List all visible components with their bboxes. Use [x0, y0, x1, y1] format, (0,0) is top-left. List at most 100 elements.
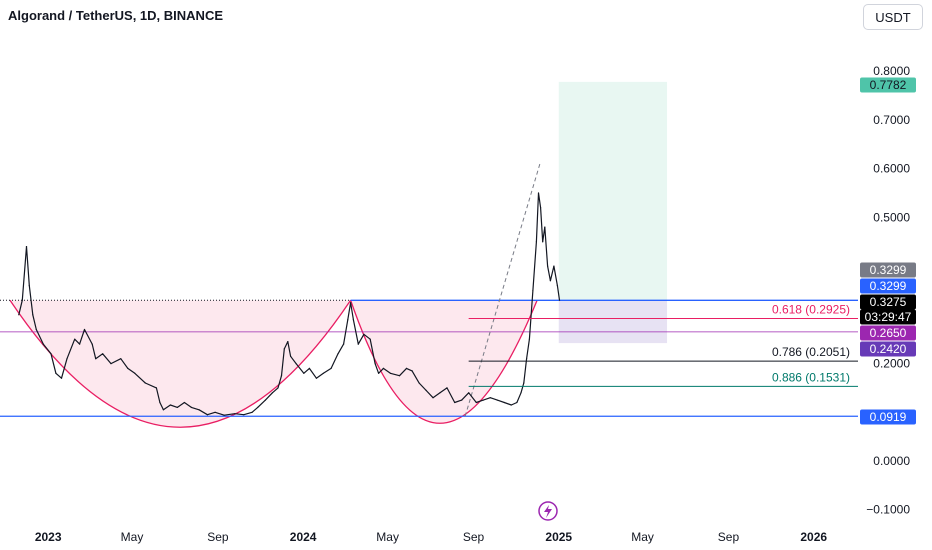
price-point [214, 411, 216, 413]
price-point [330, 367, 332, 369]
price-badge [860, 341, 916, 357]
price-point [382, 367, 384, 369]
price-point [264, 399, 266, 401]
price-badge-label: 0.3299 [870, 279, 907, 293]
price-point [528, 338, 531, 340]
price-point [257, 406, 259, 408]
price-point [369, 338, 371, 340]
price-point [144, 382, 146, 384]
price-point [134, 372, 136, 374]
price-point [389, 372, 391, 374]
price-badge-label: 0.7782 [870, 78, 907, 92]
price-badge-label: 0.3275 [870, 295, 907, 309]
price-point [357, 343, 359, 345]
price-point [322, 372, 324, 374]
stop-zone [558, 300, 668, 344]
y-tick-label: 0.6000 [873, 162, 910, 176]
price-badge [860, 294, 916, 310]
price-badge-label: 0.2650 [870, 326, 907, 340]
price-series [18, 192, 561, 416]
price-point [295, 363, 297, 365]
price-point [516, 401, 518, 404]
price-point [439, 392, 441, 394]
price-point [347, 319, 349, 321]
price-point [411, 370, 413, 372]
position-zones [558, 81, 668, 344]
price-badge [860, 325, 916, 341]
x-tick-label: 2025 [545, 530, 572, 544]
price-point [110, 363, 112, 365]
price-point [537, 192, 540, 194]
x-tick-label: Sep [463, 530, 485, 544]
fib-label: 0.618 (0.2925) [772, 302, 850, 316]
x-tick-label: Sep [207, 530, 229, 544]
price-point [454, 401, 456, 404]
price-point [425, 389, 427, 391]
price-point [468, 392, 470, 394]
price-point [461, 399, 463, 401]
price-badge [860, 278, 916, 294]
x-tick-label: 2024 [290, 530, 317, 544]
price-badge [860, 409, 916, 425]
fib-levels: 0.618 (0.2925) 0.786 (0.2051) 0.886 (0.153… [468, 302, 858, 387]
price-point [290, 355, 292, 357]
price-point [287, 341, 289, 343]
fib-label: 0.886 (0.1531) [772, 370, 850, 384]
price-point [50, 353, 52, 355]
y-tick-label: 0.0000 [873, 454, 910, 468]
price-point [549, 280, 552, 282]
price-point [475, 401, 477, 404]
price-point [418, 382, 420, 384]
x-tick-label: 2026 [800, 530, 827, 544]
y-tick-label: −0.1000 [866, 503, 910, 517]
currency-button[interactable]: USDT [863, 4, 923, 30]
price-point [432, 397, 434, 399]
price-point [35, 328, 37, 331]
price-point [206, 414, 208, 416]
lightning-bolt [544, 505, 552, 518]
price-point [95, 358, 97, 360]
price-point [198, 409, 200, 411]
price-point [183, 401, 185, 404]
y-axis: 0.8000 0.7000 0.6000 0.5000 0.2000 0.0000 −0.1… [866, 64, 910, 516]
price-point [558, 299, 561, 301]
price-point [405, 367, 408, 369]
price-point [363, 333, 365, 335]
target-zone [558, 81, 668, 301]
projection-line [464, 163, 541, 417]
x-tick-label: May [376, 530, 399, 544]
price-point [21, 299, 23, 301]
price-point [523, 382, 525, 384]
price-point [337, 353, 339, 355]
y-tick-label: 0.8000 [873, 64, 910, 78]
price-point [283, 348, 285, 350]
price-point [446, 387, 448, 389]
y-tick-label: 0.2000 [873, 357, 910, 371]
price-badge-label: 03:29:47 [865, 310, 912, 324]
price-point [42, 343, 44, 345]
price-point [60, 377, 63, 379]
x-tick-label: May [631, 530, 654, 544]
price-point [243, 414, 245, 416]
price-point [482, 399, 484, 401]
price-point [102, 353, 104, 355]
price-point [155, 387, 157, 389]
price-point [18, 314, 20, 316]
price-point [343, 343, 345, 345]
price-point [32, 314, 34, 316]
price-point [520, 392, 522, 394]
price-point [503, 401, 505, 404]
price-point [79, 343, 81, 345]
price-point [127, 367, 129, 369]
price-point [91, 343, 93, 345]
price-point [350, 302, 352, 304]
y-tick-label: 0.7000 [873, 113, 910, 127]
price-point [352, 319, 354, 321]
price-point [169, 404, 171, 406]
price-point [553, 265, 555, 267]
price-point [496, 399, 498, 401]
price-point [532, 289, 534, 292]
price-point [308, 367, 310, 369]
